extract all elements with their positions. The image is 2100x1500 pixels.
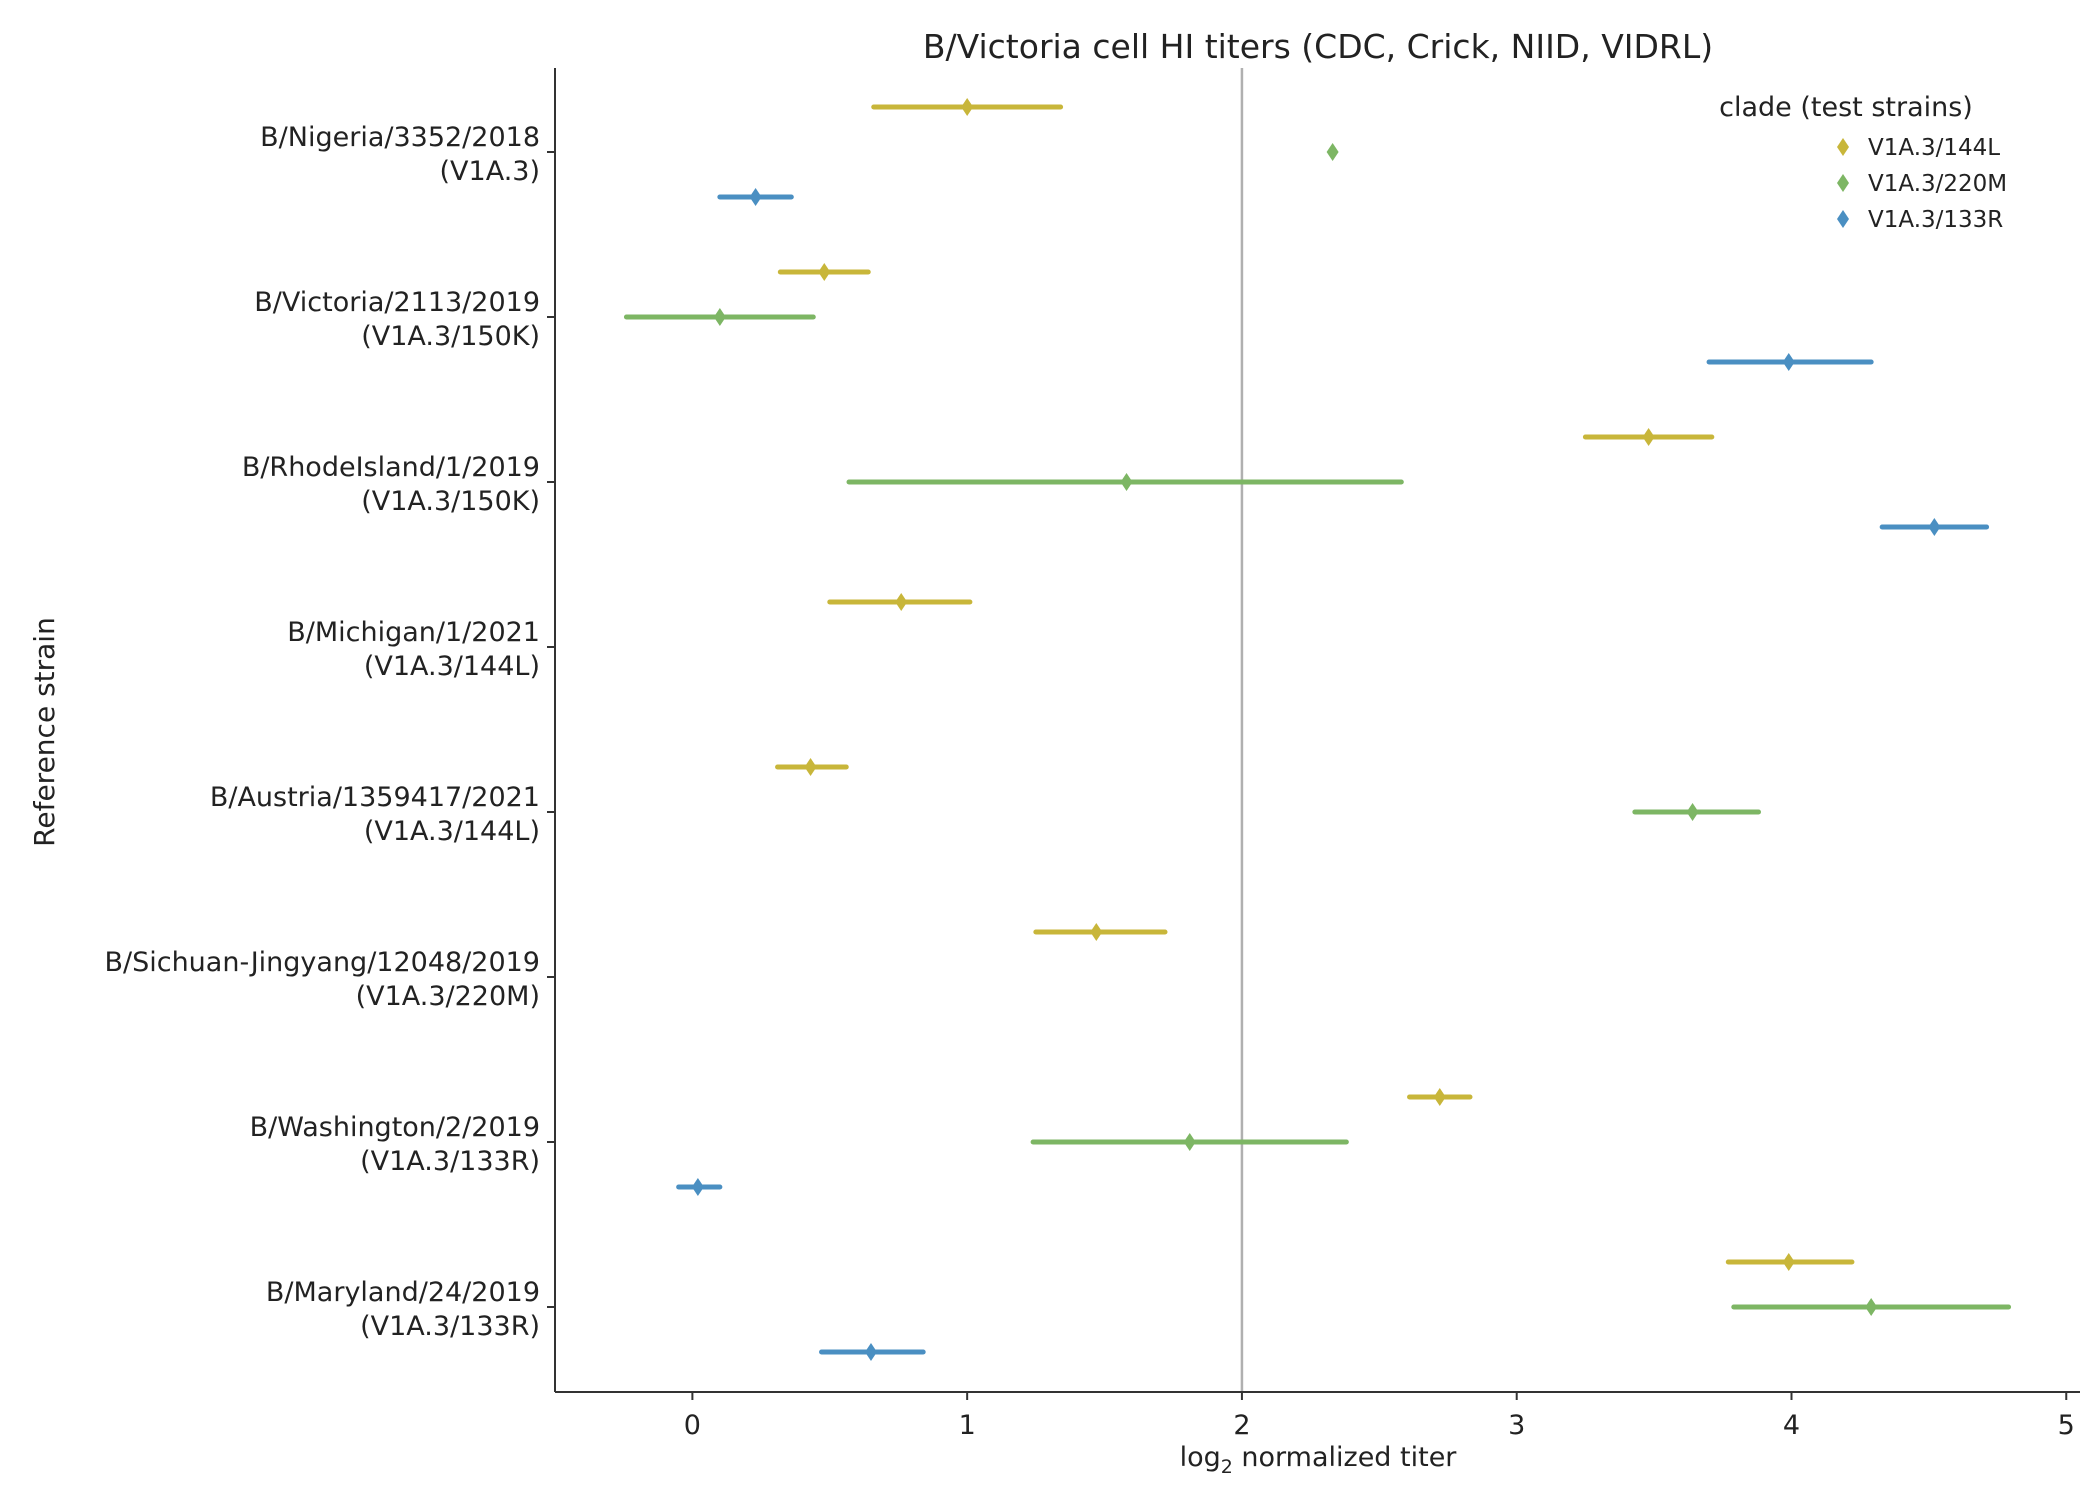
legend-marker — [1837, 138, 1849, 156]
y-tick-label-strain: B/Victoria/2113/2019 — [254, 287, 540, 318]
data-point — [1928, 518, 1941, 536]
x-tick-label: 5 — [2058, 1410, 2075, 1441]
x-tick-label: 1 — [959, 1410, 976, 1441]
data-point — [1686, 803, 1699, 821]
y-tick-label-clade: (V1A.3/150K) — [361, 486, 540, 517]
axes — [554, 68, 2080, 1393]
y-tick-label-strain: B/Maryland/24/2019 — [266, 1277, 540, 1308]
x-axis-label: log2 normalized titer — [1180, 1442, 1458, 1478]
legend-marker — [1837, 210, 1849, 228]
y-tick-label-clade: (V1A.3) — [440, 156, 540, 187]
data-point — [1090, 923, 1103, 941]
data-point — [818, 263, 831, 281]
data-point — [961, 98, 974, 116]
data-point — [1433, 1088, 1446, 1106]
y-ticks: B/Nigeria/3352/2018(V1A.3) B/Victoria/211… — [104, 122, 555, 1342]
data-point — [1120, 473, 1133, 491]
legend-marker — [1837, 174, 1849, 192]
y-tick-label-strain: B/Nigeria/3352/2018 — [260, 122, 540, 153]
x-tick-label: 3 — [1508, 1410, 1525, 1441]
y-tick-label-clade: (V1A.3/144L) — [364, 651, 540, 682]
y-tick-label-strain: B/Austria/1359417/2021 — [210, 782, 540, 813]
y-tick-label-clade: (V1A.3/220M) — [356, 981, 540, 1012]
data-point — [691, 1178, 704, 1196]
data-point — [864, 1343, 877, 1361]
legend: clade (test strains) V1A.3/144L V1A.3/220… — [1719, 92, 2007, 233]
y-tick-label-clade: (V1A.3/144L) — [364, 816, 540, 847]
y-tick-label-clade: (V1A.3/133R) — [360, 1311, 540, 1342]
legend-title: clade (test strains) — [1719, 92, 1973, 123]
data-point — [1642, 428, 1655, 446]
y-tick-label-strain: B/RhodeIsland/1/2019 — [242, 452, 540, 483]
legend-entry: V1A.3/144L — [1868, 135, 2000, 161]
data-point — [804, 758, 817, 776]
y-tick-label-strain: B/Washington/2/2019 — [250, 1112, 540, 1143]
x-tick-label: 0 — [684, 1410, 701, 1441]
x-tick-label: 4 — [1783, 1410, 1800, 1441]
data-point — [1183, 1133, 1196, 1151]
y-tick-label-strain: B/Sichuan-Jingyang/12048/2019 — [104, 947, 540, 978]
y-tick-label-clade: (V1A.3/150K) — [361, 321, 540, 352]
y-axis-label: Reference strain — [28, 617, 61, 847]
data-point — [1782, 353, 1795, 371]
data-marks — [623, 98, 2012, 1361]
data-point — [895, 593, 908, 611]
data-point — [749, 188, 762, 206]
data-point — [713, 308, 726, 326]
chart-title: B/Victoria cell HI titers (CDC, Crick, N… — [923, 27, 1713, 66]
data-point — [1865, 1298, 1878, 1316]
x-ticks: 0 1 2 3 4 5 — [684, 1392, 2075, 1441]
data-point — [1782, 1253, 1795, 1271]
legend-entry: V1A.3/133R — [1868, 207, 2003, 233]
legend-entry: V1A.3/220M — [1868, 171, 2007, 197]
y-tick-label-strain: B/Michigan/1/2021 — [287, 617, 540, 648]
x-tick-label: 2 — [1233, 1410, 1250, 1441]
y-tick-label-clade: (V1A.3/133R) — [360, 1146, 540, 1177]
data-point — [1326, 143, 1339, 161]
